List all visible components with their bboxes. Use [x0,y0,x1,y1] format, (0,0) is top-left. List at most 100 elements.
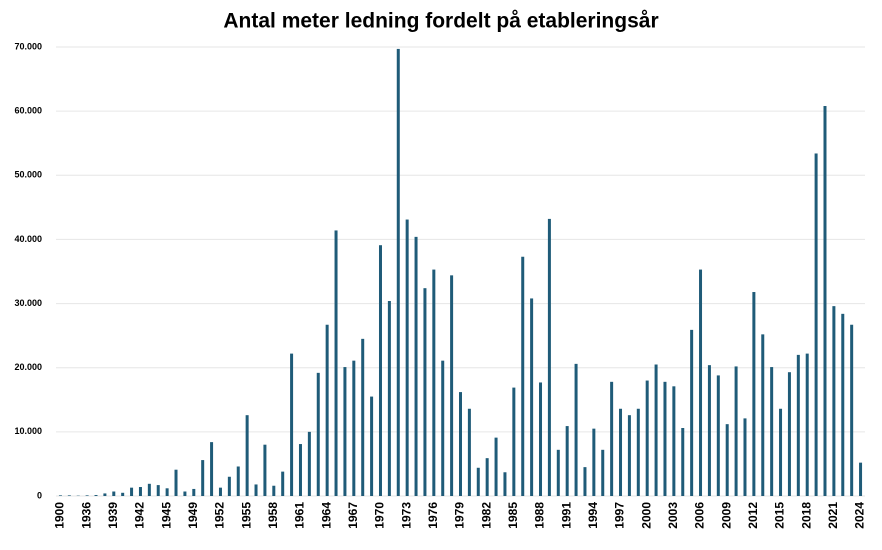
bar [556,449,560,496]
bar [850,324,854,496]
x-tick-label: 1958 [266,502,280,529]
x-tick-label: 1985 [506,502,520,529]
bar [370,396,374,496]
x-tick-label: 1945 [159,502,173,529]
bar [841,313,845,496]
chart-title: Antal meter ledning fordelt på etablerin… [223,10,658,33]
x-tick-label: 1900 [53,502,67,529]
bar [210,442,214,496]
bar [814,153,818,496]
bar [770,367,774,496]
bar [592,428,596,496]
bar [414,236,418,496]
bar [672,386,676,496]
bar [165,488,169,496]
bar [432,269,436,496]
bar [485,458,489,496]
bar [441,360,445,496]
x-tick-label: 1979 [453,502,467,529]
x-tick-label: 1949 [186,502,200,529]
bar [574,363,578,496]
bar [405,219,409,496]
y-tick-label: 20.000 [14,362,42,372]
x-tick-label: 1955 [239,502,253,529]
bar [752,292,756,496]
bar [378,245,382,496]
x-tick-label: 2018 [799,502,813,529]
x-tick-label: 1982 [479,502,493,529]
bar [636,408,640,496]
bar [663,381,667,496]
bar [192,488,196,496]
bar [716,375,720,496]
x-tick-label: 1988 [533,502,547,529]
bar [281,471,285,496]
bar [450,275,454,496]
bar [290,353,294,496]
bar [67,495,71,496]
bar [796,354,800,496]
x-tick-label: 1939 [106,502,120,529]
bar [627,415,631,496]
bar [530,298,534,496]
y-tick-label: 70.000 [14,41,42,51]
bar [565,426,569,496]
x-tick-label: 1961 [293,502,307,529]
bar [734,366,738,496]
bar [396,48,400,496]
bar [307,431,311,496]
bar [539,382,543,496]
bar [645,380,649,496]
bar [361,338,365,496]
bar [343,367,347,496]
x-tick-label: 1994 [586,502,600,529]
bar [823,106,827,497]
x-tick-label: 1991 [559,502,573,529]
bar [112,491,116,496]
bar [583,467,587,496]
bar [423,288,427,496]
bar [298,444,302,496]
x-tick-label: 1967 [346,502,360,529]
bar [94,495,98,496]
x-tick-label: 1942 [133,502,147,529]
bar [263,444,267,496]
bar [174,469,178,496]
bar [654,364,658,496]
bar [699,269,703,496]
bar [138,487,142,496]
x-tick-label: 2006 [693,502,707,529]
bar [147,483,151,496]
bar [245,415,249,496]
x-tick-label: 1997 [613,502,627,529]
bar [201,460,205,496]
bar [787,372,791,496]
bar [459,392,462,496]
bar [325,324,329,496]
bar [467,408,471,496]
bar [619,408,623,496]
bar [743,418,747,496]
bar [601,449,605,496]
bar [130,487,134,496]
bar [58,495,62,496]
bar [85,495,89,496]
y-tick-label: 10.000 [14,426,42,436]
bar [503,472,507,496]
x-tick-label: 1970 [373,502,387,529]
bar [707,365,711,496]
bar [859,462,863,496]
bar [236,466,240,496]
bar [156,485,160,496]
x-tick-label: 2021 [826,502,840,529]
x-tick-label: 1976 [426,502,440,529]
y-tick-label: 30.000 [14,298,42,308]
x-tick-label: 1952 [213,502,227,529]
bar [805,353,809,496]
bar [547,218,551,496]
bar [387,301,391,496]
bar [183,491,187,496]
bar [610,381,614,496]
bar [832,306,836,496]
